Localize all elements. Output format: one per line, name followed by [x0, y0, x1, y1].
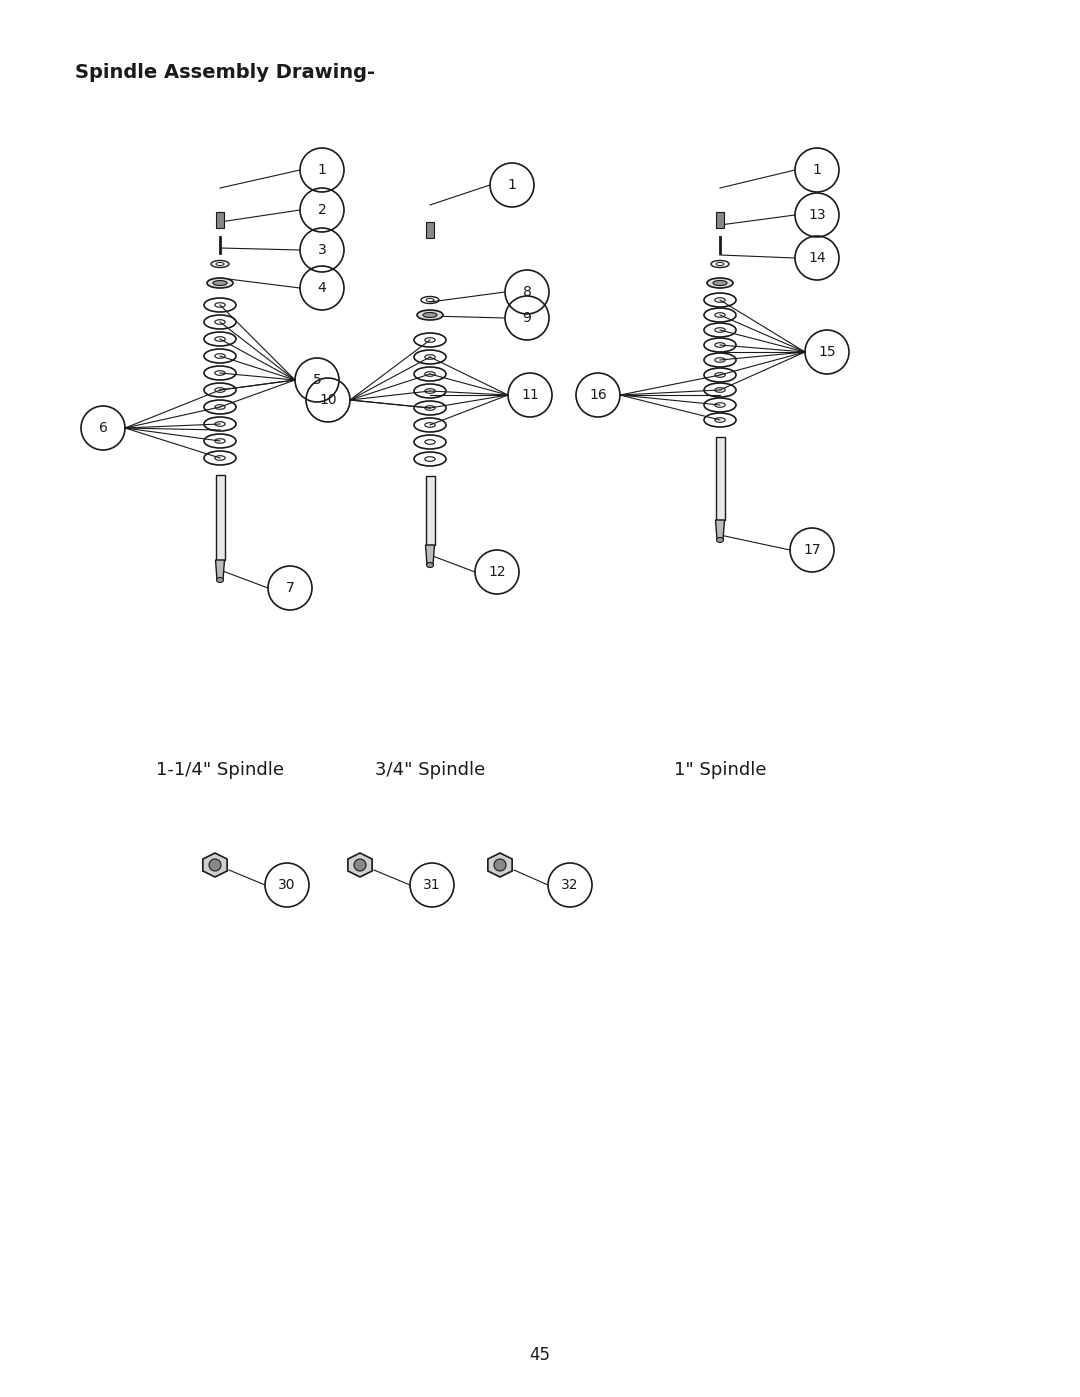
Text: 16: 16 — [589, 388, 607, 402]
Text: 2: 2 — [318, 203, 326, 217]
Bar — [426, 222, 434, 237]
Text: 8: 8 — [523, 285, 531, 299]
Text: 7: 7 — [285, 581, 295, 595]
Ellipse shape — [417, 310, 443, 320]
Circle shape — [210, 859, 221, 870]
Circle shape — [354, 859, 366, 870]
Ellipse shape — [707, 278, 733, 288]
Ellipse shape — [716, 538, 724, 542]
Text: 6: 6 — [98, 420, 107, 434]
Text: 30: 30 — [279, 877, 296, 893]
Polygon shape — [426, 545, 434, 564]
Text: 1: 1 — [812, 163, 822, 177]
Text: 17: 17 — [804, 543, 821, 557]
Bar — [715, 437, 725, 520]
Text: 3: 3 — [318, 243, 326, 257]
Ellipse shape — [213, 281, 227, 285]
Text: Spindle Assembly Drawing-: Spindle Assembly Drawing- — [75, 63, 375, 81]
Text: 3/4" Spindle: 3/4" Spindle — [375, 761, 485, 780]
Polygon shape — [348, 854, 373, 877]
Text: 15: 15 — [819, 345, 836, 359]
Text: 5: 5 — [312, 373, 322, 387]
Text: 1" Spindle: 1" Spindle — [674, 761, 766, 780]
Polygon shape — [488, 854, 512, 877]
Ellipse shape — [216, 577, 224, 583]
Text: 9: 9 — [523, 312, 531, 326]
Bar — [426, 476, 434, 545]
Bar — [216, 212, 224, 228]
Text: 1: 1 — [318, 163, 326, 177]
Polygon shape — [203, 854, 227, 877]
Circle shape — [494, 859, 507, 870]
Polygon shape — [715, 520, 725, 541]
Text: 14: 14 — [808, 251, 826, 265]
Text: 4: 4 — [318, 281, 326, 295]
Bar — [216, 475, 225, 560]
Ellipse shape — [713, 281, 727, 285]
Text: 10: 10 — [320, 393, 337, 407]
Ellipse shape — [423, 313, 437, 317]
Text: 11: 11 — [522, 388, 539, 402]
Text: 45: 45 — [529, 1345, 551, 1363]
Text: 31: 31 — [423, 877, 441, 893]
Ellipse shape — [207, 278, 233, 288]
Text: 13: 13 — [808, 208, 826, 222]
Polygon shape — [216, 560, 225, 580]
Text: 1: 1 — [508, 177, 516, 191]
Text: 32: 32 — [562, 877, 579, 893]
Text: 1-1/4" Spindle: 1-1/4" Spindle — [156, 761, 284, 780]
Ellipse shape — [427, 563, 433, 567]
Bar — [716, 212, 724, 228]
Text: 12: 12 — [488, 564, 505, 578]
